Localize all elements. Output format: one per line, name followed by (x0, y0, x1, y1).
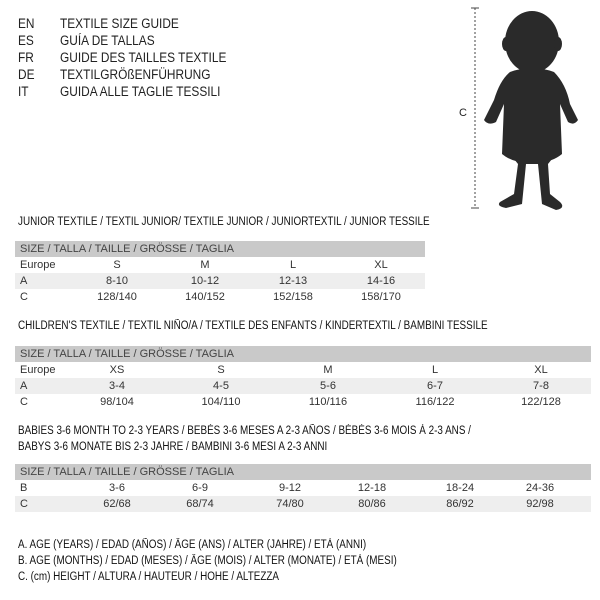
cell: 86/92 (446, 498, 474, 510)
row-label: C (20, 291, 28, 303)
row-label: A (20, 275, 28, 287)
legend-item: A. AGE (YEARS) / EDAD (AÑOS) / ÂGE (ANS)… (18, 539, 367, 551)
lang-title: TEXTILE SIZE GUIDE (60, 16, 179, 31)
cell: 74/80 (276, 498, 304, 510)
table-row: C 98/104 104/110 110/116 116/122 122/128 (15, 394, 591, 410)
cell: 6-7 (427, 380, 443, 392)
cell: 104/110 (201, 396, 241, 408)
row-label: C (20, 498, 28, 510)
table-row: Europe XS S M L XL (15, 362, 591, 378)
table-row: A 8-10 10-12 12-13 14-16 (15, 273, 425, 289)
cell: 3-4 (109, 380, 125, 392)
cell: 140/152 (185, 291, 225, 303)
table-row: Europe S M L XL (15, 257, 425, 273)
table-row: B 3-6 6-9 9-12 12-18 18-24 24-36 (15, 480, 591, 496)
junior-title: JUNIOR TEXTILE / TEXTIL JUNIOR/ TEXTILE … (18, 216, 430, 228)
children-title: CHILDREN'S TEXTILE / TEXTIL NIÑO/A / TEX… (18, 320, 488, 332)
cell: 18-24 (445, 482, 475, 494)
lang-code: EN (18, 16, 35, 31)
legend-item: C. (cm) HEIGHT / ALTURA / HAUTEUR / HÖHE… (18, 571, 280, 583)
lang-title: GUÍA DE TALLAS (60, 33, 155, 48)
lang-title: TEXTILGRÖßENFÜHRUNG (60, 67, 211, 82)
lang-code: DE (18, 67, 35, 82)
height-label: C (459, 107, 467, 119)
row-label: A (20, 380, 28, 392)
cell: 10-12 (190, 275, 220, 287)
cell: 110/116 (308, 396, 348, 408)
cell: 6-9 (192, 482, 208, 494)
lang-title: GUIDA ALLE TAGLIE TESSILI (60, 84, 221, 99)
cell: 116/122 (415, 396, 455, 408)
cell: L (431, 364, 439, 376)
cell: L (289, 259, 297, 271)
table-row: C 62/68 68/74 74/80 80/86 86/92 92/98 (15, 496, 591, 512)
cell: 3-6 (109, 482, 125, 494)
row-label: B (20, 482, 28, 494)
cell: 12-13 (278, 275, 308, 287)
cell: 4-5 (213, 380, 229, 392)
cell: 158/170 (361, 291, 401, 303)
table-header: SIZE / TALLA / TAILLE / GRÖSSE / TAGLIA (15, 241, 425, 257)
cell: 68/74 (186, 498, 214, 510)
cell: XL (374, 259, 388, 271)
cell: 9-12 (278, 482, 302, 494)
junior-size-table: SIZE / TALLA / TAILLE / GRÖSSE / TAGLIA … (15, 241, 425, 305)
cell: S (113, 259, 121, 271)
cell: 98/104 (100, 396, 134, 408)
table-header: SIZE / TALLA / TAILLE / GRÖSSE / TAGLIA (15, 464, 591, 480)
row-label: Europe (20, 259, 56, 271)
cell: 80/86 (358, 498, 386, 510)
cell: 62/68 (103, 498, 131, 510)
table-header: SIZE / TALLA / TAILLE / GRÖSSE / TAGLIA (15, 346, 591, 362)
cell: 24-36 (525, 482, 555, 494)
baby-silhouette-icon (471, 7, 578, 210)
cell: 122/128 (521, 396, 561, 408)
cell: 92/98 (526, 498, 554, 510)
cell: 14-16 (366, 275, 396, 287)
cell: 128/140 (97, 291, 137, 303)
lang-code: IT (18, 84, 29, 99)
cell: 12-18 (357, 482, 387, 494)
cell: 152/158 (273, 291, 313, 303)
cell: 7-8 (533, 380, 549, 392)
lang-code: ES (18, 33, 34, 48)
row-label: Europe (20, 364, 56, 376)
lang-title: GUIDE DES TAILLES TEXTILE (60, 50, 227, 65)
legend-item: B. AGE (MONTHS) / EDAD (MESES) / ÂGE (MO… (18, 555, 397, 567)
cell: M (323, 364, 333, 376)
cell: 5-6 (320, 380, 336, 392)
children-size-table: SIZE / TALLA / TAILLE / GRÖSSE / TAGLIA … (15, 346, 591, 410)
babies-title-line2: BABYS 3-6 MONATE BIS 2-3 JAHRE / BAMBINI… (18, 441, 328, 453)
cell: XL (534, 364, 548, 376)
cell: 8-10 (105, 275, 129, 287)
table-row: A 3-4 4-5 5-6 6-7 7-8 (15, 378, 591, 394)
cell: S (217, 364, 225, 376)
lang-code: FR (18, 50, 34, 65)
table-row: C 128/140 140/152 152/158 158/170 (15, 289, 425, 305)
row-label: C (20, 396, 28, 408)
cell: M (200, 259, 210, 271)
cell: XS (109, 364, 125, 376)
babies-title-line1: BABIES 3-6 MONTH TO 2-3 YEARS / BEBÉS 3-… (18, 425, 471, 437)
babies-size-table: SIZE / TALLA / TAILLE / GRÖSSE / TAGLIA … (15, 464, 591, 512)
